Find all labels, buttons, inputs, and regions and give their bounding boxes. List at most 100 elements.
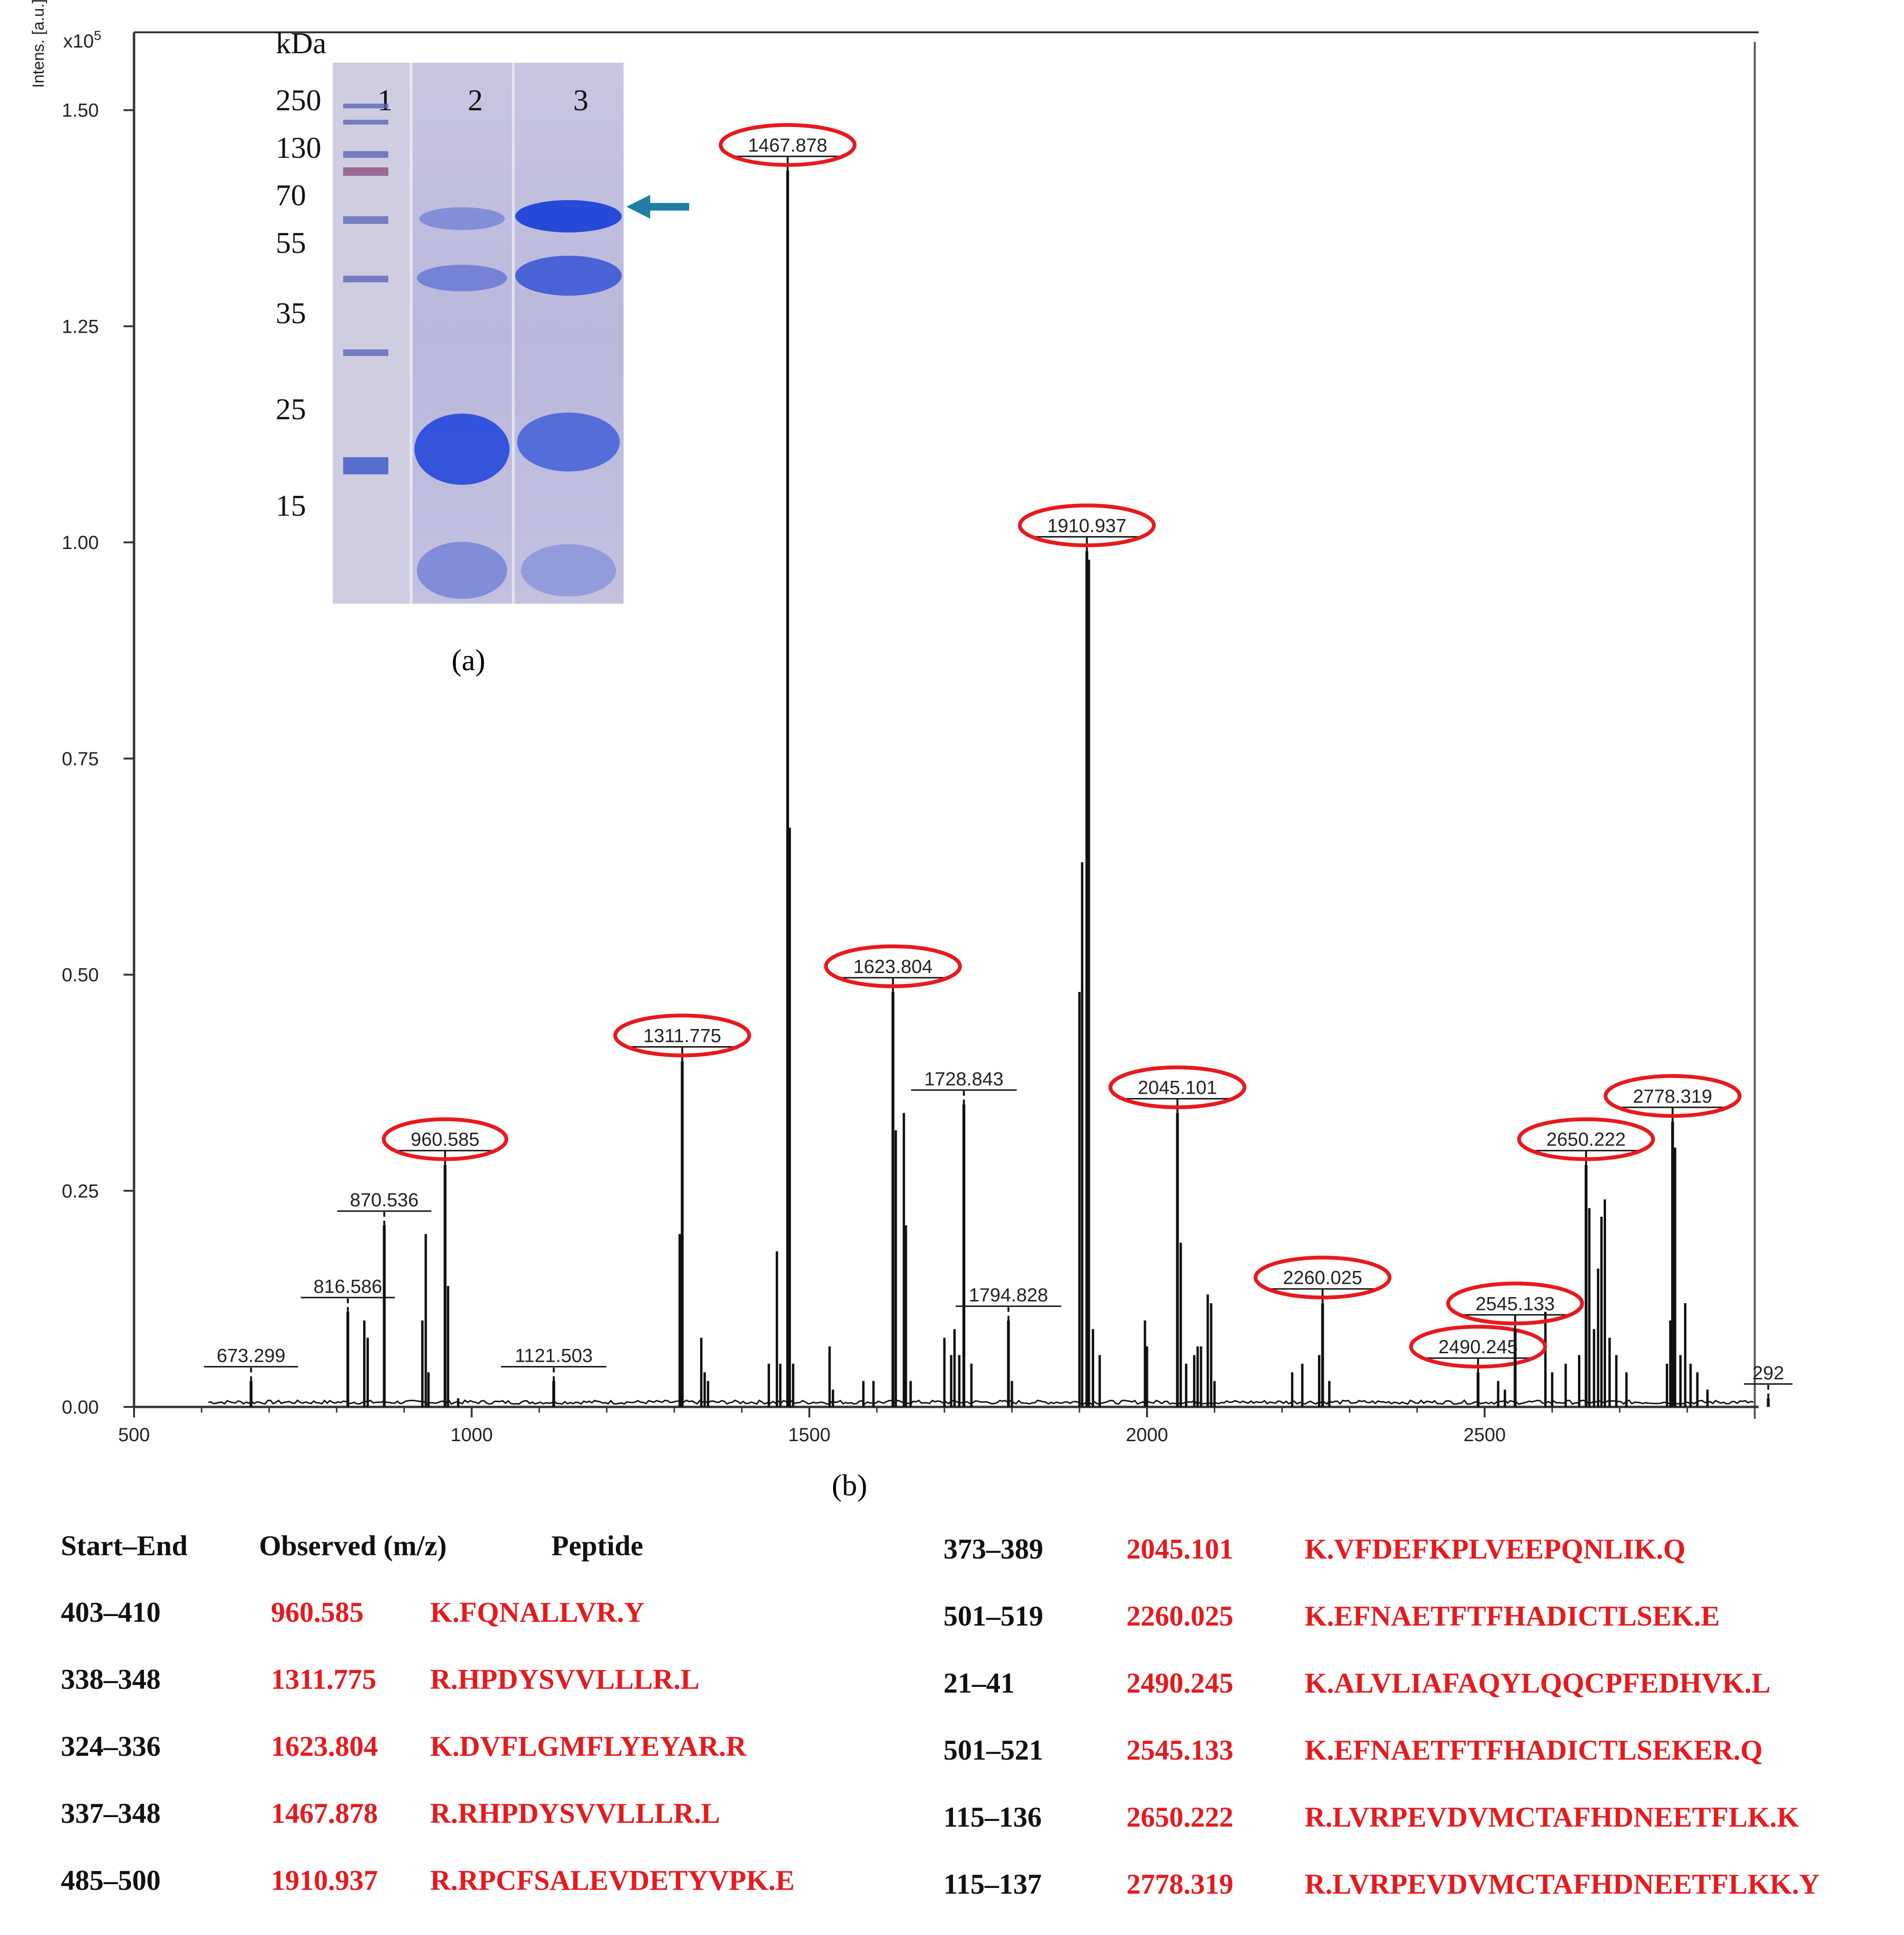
ladder-band bbox=[343, 276, 388, 282]
table-cell-mz: 960.585 bbox=[271, 1597, 364, 1628]
lane2-band-20kda bbox=[414, 414, 510, 485]
ladder-band bbox=[343, 167, 388, 176]
table-cell-mz: 2545.133 bbox=[1126, 1734, 1233, 1766]
gel-marker-label: 70 bbox=[276, 178, 306, 212]
gel-marker-label: 130 bbox=[276, 131, 321, 164]
table-cell-range: 338–348 bbox=[61, 1664, 161, 1695]
y-tick-label: 0.75 bbox=[62, 749, 99, 770]
gel-marker-label: 250 bbox=[276, 83, 321, 117]
highlight-circle bbox=[1409, 1325, 1547, 1369]
table-cell-range: 21–41 bbox=[943, 1667, 1015, 1699]
highlight-circle bbox=[1108, 1065, 1247, 1109]
table-cell-peptide: R.RHPDYSVVLLLR.L bbox=[430, 1798, 721, 1829]
header-start-end: Start–End bbox=[61, 1530, 188, 1561]
gel-marker-label: 15 bbox=[276, 489, 306, 522]
highlight-circle bbox=[1446, 1281, 1584, 1326]
peak-label: 870.536 bbox=[350, 1190, 419, 1211]
gel-lane-label: 1 bbox=[377, 83, 393, 117]
labeled-peak-2545.133: 2545.133 bbox=[1446, 1281, 1584, 1407]
gel-ladder-bands bbox=[343, 104, 388, 474]
gel-caption: (a) bbox=[452, 643, 486, 677]
highlight-circle bbox=[1253, 1255, 1392, 1300]
baseline-noise-trace bbox=[208, 1399, 1754, 1405]
table-cell-range: 337–348 bbox=[61, 1798, 161, 1829]
table-cell-mz: 2260.025 bbox=[1126, 1600, 1233, 1632]
peak-label: 1728.843 bbox=[924, 1069, 1004, 1089]
labeled-peak-1121.503: 1121.503 bbox=[501, 1345, 607, 1407]
gel-lane-label: 3 bbox=[573, 83, 588, 117]
lane3-band-target bbox=[515, 200, 622, 232]
peak-label: 1910.937 bbox=[1047, 515, 1126, 536]
table-cell-mz: 2045.101 bbox=[1126, 1533, 1233, 1565]
x-tick-label: 1000 bbox=[451, 1425, 493, 1445]
labeled-peak-2778.319: 2778.319 bbox=[1604, 1074, 1742, 1407]
gel-marker-label: 35 bbox=[276, 296, 306, 330]
peak-label: 1467.878 bbox=[748, 135, 827, 156]
gel-lane-labels: 1 2 3 bbox=[377, 83, 588, 117]
labeled-peak-2490.245: 2490.245 bbox=[1409, 1325, 1547, 1407]
labeled-peak-1311.775: 1311.775 bbox=[613, 1013, 751, 1407]
labeled-peak-2650.222: 2650.222 bbox=[1517, 1117, 1655, 1407]
table-cell-peptide: K.EFNAETFTFHADICTLSEK.E bbox=[1305, 1600, 1720, 1632]
table-cell-peptide: R.HPDYSVVLLLR.L bbox=[430, 1664, 700, 1695]
peak-label: 673.299 bbox=[217, 1345, 286, 1366]
gel-lane-label: 2 bbox=[468, 83, 483, 117]
labeled-peak-1623.804: 1623.804 bbox=[824, 944, 962, 1407]
table-cell-range: 324–336 bbox=[61, 1731, 161, 1762]
peak-label: 2490.245 bbox=[1438, 1337, 1518, 1357]
lane3-band-40kda bbox=[515, 256, 622, 296]
table-cell-mz: 1467.878 bbox=[271, 1798, 378, 1829]
x-ticks: 500 1000 1500 2000 2500 bbox=[118, 1407, 1688, 1445]
labeled-peak-1910.937: 1910.937 bbox=[1018, 503, 1156, 1407]
ladder-band bbox=[343, 457, 388, 474]
header-observed: Observed (m/z) bbox=[259, 1530, 447, 1561]
table-cell-peptide: K.EFNAETFTFHADICTLSEKER.Q bbox=[1305, 1734, 1763, 1766]
peak-label: 1623.804 bbox=[853, 956, 933, 977]
table-cell-mz: 1623.804 bbox=[271, 1731, 378, 1762]
highlight-circle bbox=[719, 123, 857, 167]
labeled-peak-292: 292 bbox=[1744, 1363, 1793, 1407]
gel-marker-label: 25 bbox=[276, 392, 306, 426]
mass-spectrum-chart: Intens. [a.u.] x105 0.00 0.25 0.50 0.75 1.00… bbox=[29, 0, 1793, 1445]
peak-label: 1794.828 bbox=[969, 1285, 1048, 1306]
gel-lane-2 bbox=[411, 63, 513, 604]
gel-lane-3 bbox=[513, 63, 624, 604]
table-cell-peptide: R.LVRPEVDVMCTAFHDNEETFLKK.Y bbox=[1305, 1868, 1820, 1900]
highlight-circle bbox=[1018, 503, 1156, 548]
table-cell-peptide: K.FQNALLVR.Y bbox=[430, 1597, 645, 1628]
peak-label: 2778.319 bbox=[1633, 1086, 1712, 1107]
highlight-circle bbox=[1604, 1074, 1742, 1118]
highlight-circle bbox=[824, 944, 962, 988]
table-cell-peptide: K.ALVLIAFAQYLQQCPFEDHVK.L bbox=[1305, 1667, 1771, 1699]
target-band-arrow-icon bbox=[626, 195, 689, 219]
highlight-circle bbox=[382, 1117, 509, 1161]
lane2-band-40kda bbox=[417, 265, 507, 291]
ladder-band bbox=[343, 120, 388, 125]
gel-marker-label: 55 bbox=[276, 226, 306, 260]
y-ticks: 0.00 0.25 0.50 0.75 1.00 1.25 1.50 bbox=[62, 100, 134, 1418]
labeled-peaks: 673.299 816.586 870.536 960.585 1121.503 1311… bbox=[204, 123, 1793, 1407]
ladder-band bbox=[343, 349, 388, 356]
table-cell-range: 501–519 bbox=[943, 1600, 1043, 1632]
gel-lane-1 bbox=[333, 63, 411, 604]
labeled-peak-1728.843: 1728.843 bbox=[911, 1069, 1017, 1407]
labeled-peak-2045.101: 2045.101 bbox=[1108, 1065, 1247, 1407]
labeled-peak-673.299: 673.299 bbox=[204, 1345, 298, 1407]
spectrum-caption: (b) bbox=[832, 1468, 867, 1502]
table-cell-mz: 2490.245 bbox=[1126, 1667, 1233, 1699]
lane2-smear bbox=[417, 542, 507, 599]
y-axis-multiplier: x105 bbox=[63, 28, 101, 52]
table-cell-peptide: R.LVRPEVDVMCTAFHDNEETFLK.K bbox=[1305, 1801, 1799, 1833]
lane3-smear bbox=[521, 544, 616, 597]
peak-label: 1121.503 bbox=[515, 1345, 593, 1366]
y-multiplier-exponent: 5 bbox=[94, 28, 102, 43]
table-cell-mz: 1910.937 bbox=[271, 1865, 378, 1896]
y-tick-label: 1.25 bbox=[62, 316, 99, 337]
labeled-peak-2260.025: 2260.025 bbox=[1253, 1255, 1392, 1407]
labeled-peak-870.536: 870.536 bbox=[337, 1190, 432, 1407]
peak-label: 2045.101 bbox=[1138, 1078, 1217, 1098]
header-peptide: Peptide bbox=[551, 1530, 644, 1561]
y-tick-label: 0.00 bbox=[62, 1397, 99, 1418]
y-tick-label: 0.50 bbox=[62, 965, 99, 986]
table-cell-mz: 1311.775 bbox=[271, 1664, 376, 1695]
